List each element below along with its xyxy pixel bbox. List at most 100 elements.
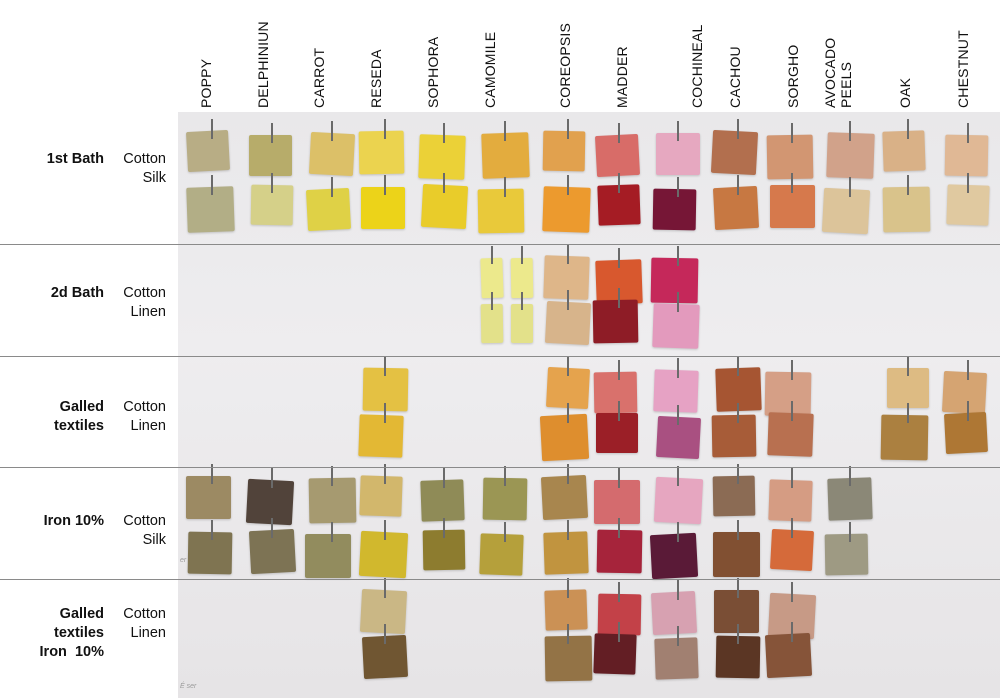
row-title: Galled textiles <box>54 399 104 434</box>
fabric-swatch <box>245 478 295 526</box>
pin <box>491 246 493 264</box>
pin <box>907 356 909 376</box>
pin <box>618 518 620 538</box>
pin <box>737 624 739 644</box>
fabric-swatch <box>358 530 408 579</box>
pin <box>677 466 679 486</box>
pin <box>567 290 569 310</box>
fabric-swatch <box>713 590 759 633</box>
pin <box>677 522 679 542</box>
pin <box>791 518 793 538</box>
pin <box>967 173 969 193</box>
pin <box>618 173 620 193</box>
fabric-swatch <box>542 255 590 300</box>
column-label-sophora: SOPHORA <box>425 8 445 108</box>
fabric-swatch <box>764 371 812 417</box>
fabric-swatch <box>943 411 989 455</box>
pin <box>567 119 569 139</box>
pin <box>967 123 969 143</box>
pin <box>331 466 333 486</box>
fabric-swatch <box>764 632 812 679</box>
pin <box>211 464 213 484</box>
pin <box>384 175 386 195</box>
fabric-swatch <box>767 479 813 522</box>
column-label-text: MADDER <box>614 46 630 108</box>
fabric-swatch <box>361 187 405 229</box>
column-label-text: CACHOU <box>727 46 743 108</box>
fabric-swatch <box>540 474 588 521</box>
fabric-swatch <box>358 130 404 175</box>
pin <box>384 119 386 139</box>
fabric-swatch <box>544 589 588 631</box>
pin <box>211 175 213 195</box>
fabric-swatch <box>650 257 698 304</box>
fabric-swatch <box>766 412 814 457</box>
fabric-swatch <box>358 414 404 458</box>
pin <box>618 468 620 488</box>
pin <box>677 121 679 141</box>
fabric-swatch <box>712 532 760 577</box>
column-label-text: CHESTNUT <box>955 30 971 108</box>
pin <box>331 522 333 542</box>
pin <box>443 123 445 143</box>
pin <box>907 403 909 423</box>
pin <box>443 518 445 538</box>
column-label-carrot: CARROT <box>311 8 331 108</box>
pencil-note: er <box>180 557 187 564</box>
fabric-swatch <box>248 135 292 176</box>
fabric-swatch <box>653 369 699 413</box>
pin <box>567 464 569 484</box>
fabric-swatch <box>821 187 871 235</box>
pin <box>567 624 569 644</box>
column-label-text: RESEDA <box>368 49 384 108</box>
pin <box>791 401 793 421</box>
pin <box>618 582 620 602</box>
column-label-text: SORGHO <box>785 44 801 108</box>
fabric-swatch <box>185 476 231 519</box>
pin <box>849 522 851 542</box>
pin <box>567 356 569 376</box>
column-label-camomile: CAMOMILE <box>482 8 502 108</box>
row-fabric-labels: Cotton Silk <box>123 151 166 186</box>
pin <box>567 244 569 264</box>
fabric-swatch <box>541 186 591 233</box>
row-title: 1st Bath <box>46 151 104 167</box>
pin <box>907 175 909 195</box>
fabric-swatch <box>941 370 987 415</box>
pin <box>384 624 386 644</box>
pin <box>791 582 793 602</box>
fabric-swatch <box>359 588 407 635</box>
fabric-swatch <box>596 413 638 453</box>
fabric-swatch <box>592 299 638 344</box>
column-label-text: SOPHORA <box>425 36 441 108</box>
pin <box>384 356 386 376</box>
row-divider <box>0 244 1000 245</box>
fabric-swatch <box>593 633 637 675</box>
fabric-swatch <box>712 475 756 517</box>
pin <box>849 177 851 197</box>
pin <box>737 175 739 195</box>
fabric-swatch <box>359 475 403 517</box>
pin <box>384 464 386 484</box>
pin <box>618 360 620 380</box>
pin <box>504 522 506 542</box>
fabric-swatch <box>653 637 699 680</box>
column-label-text: POPPY <box>198 58 214 108</box>
row-divider <box>0 467 1000 468</box>
pin <box>737 403 739 423</box>
row-fabric-labels: Cotton Linen <box>123 606 166 641</box>
pin <box>271 173 273 193</box>
pin <box>211 119 213 139</box>
pin <box>521 292 523 310</box>
pin <box>967 360 969 380</box>
column-label-text: COREOPSIS <box>557 22 573 108</box>
pin <box>849 121 851 141</box>
fabric-swatch <box>511 304 533 343</box>
pin <box>791 622 793 642</box>
pin <box>677 246 679 266</box>
row-title: 2d Bath <box>50 285 104 301</box>
column-label-cochineal: COCHINEAL <box>689 8 709 108</box>
fabric-swatch <box>649 532 699 580</box>
column-label-coreopsis: COREOPSIS <box>557 8 577 108</box>
column-label-cachou: CACHOU <box>727 8 747 108</box>
